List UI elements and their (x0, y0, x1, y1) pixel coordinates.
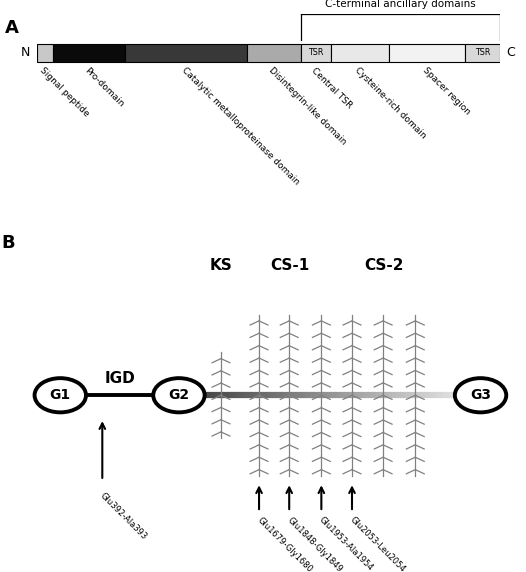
Bar (389, 44, 465, 62)
Text: N: N (21, 46, 30, 59)
Bar (331, 44, 389, 62)
Bar (465, 44, 500, 62)
Text: Catalytic metalloproteinase domain: Catalytic metalloproteinase domain (179, 66, 300, 186)
Bar (247, 44, 301, 62)
Text: KS: KS (209, 258, 232, 273)
Text: Glu2053-Leu2054: Glu2053-Leu2054 (348, 515, 407, 572)
Text: B: B (1, 234, 15, 252)
Text: CS-2: CS-2 (365, 258, 404, 273)
Text: Signal peptide: Signal peptide (38, 66, 91, 118)
Text: G3: G3 (470, 388, 491, 402)
Text: IGD: IGD (104, 371, 135, 386)
Text: Cysteine-rich domain: Cysteine-rich domain (353, 66, 428, 140)
Bar (301, 44, 331, 62)
Text: G1: G1 (50, 388, 71, 402)
Bar (37, 44, 53, 62)
Text: Glu1848-Gly1849: Glu1848-Gly1849 (285, 515, 344, 572)
Text: TSR: TSR (474, 48, 490, 57)
Text: Central TSR: Central TSR (309, 66, 353, 110)
Text: Pro-domain: Pro-domain (82, 66, 125, 109)
Text: CS-1: CS-1 (270, 258, 310, 273)
Circle shape (153, 378, 205, 412)
Text: G2: G2 (168, 388, 189, 402)
Circle shape (35, 378, 86, 412)
Text: Spacer region: Spacer region (421, 66, 472, 117)
Bar (125, 44, 247, 62)
Text: C: C (507, 46, 515, 59)
Text: TSR: TSR (308, 48, 323, 57)
Text: C-terminal ancillary domains: C-terminal ancillary domains (325, 0, 476, 9)
Text: Glu1679-Gly1680: Glu1679-Gly1680 (255, 515, 313, 572)
Text: Glu1953-Ala1954: Glu1953-Ala1954 (318, 515, 375, 572)
Text: Glu392-Ala393: Glu392-Ala393 (98, 491, 149, 541)
Bar (53, 44, 125, 62)
Text: A: A (4, 19, 18, 37)
Text: Disintegrin-like domain: Disintegrin-like domain (267, 66, 348, 146)
Circle shape (455, 378, 506, 412)
